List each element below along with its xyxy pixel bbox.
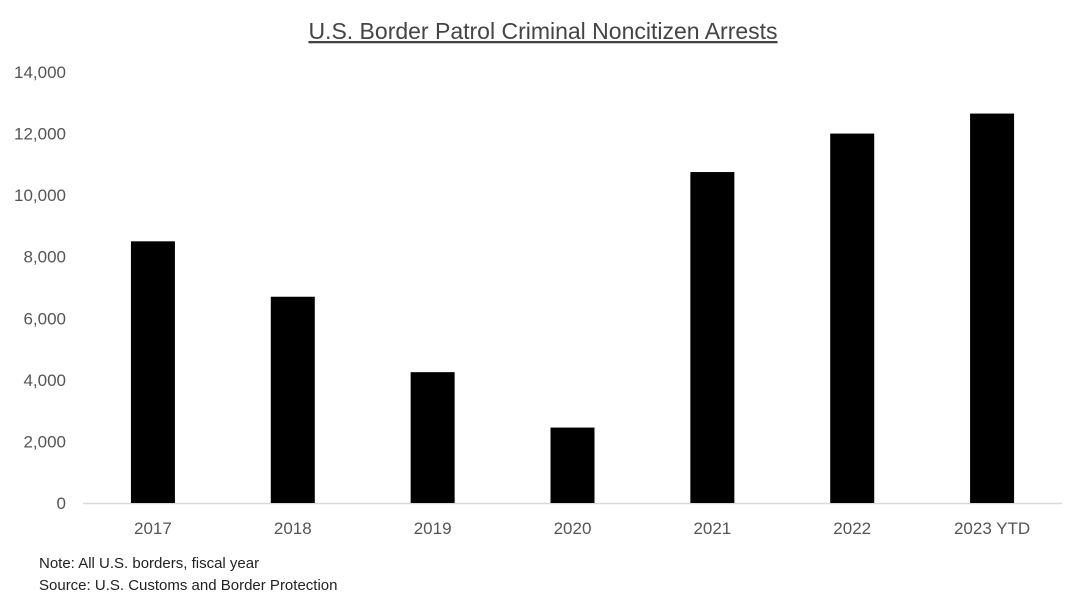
bar [550,427,595,503]
y-tick-label: 8,000 [23,248,66,267]
x-tick-label: 2023 YTD [954,519,1030,538]
y-tick-label: 4,000 [23,371,66,390]
x-tick-label: 2020 [554,519,592,538]
bars [130,113,1015,504]
x-tick-label: 2019 [414,519,452,538]
bar [690,172,735,503]
y-tick-label: 10,000 [14,186,66,205]
bar [130,241,175,504]
chart-title: U.S. Border Patrol Criminal Noncitizen A… [308,18,777,44]
x-tick-label: 2018 [274,519,312,538]
x-axis-ticks: 2017 2018 2019 2020 2021 2022 2023 YTD [134,519,1030,538]
x-tick-label: 2022 [833,519,871,538]
bar [970,113,1015,503]
y-tick-label: 2,000 [23,432,66,451]
x-tick-label: 2017 [134,519,172,538]
y-tick-label: 14,000 [14,63,66,82]
bar [410,372,455,503]
x-tick-label: 2021 [693,519,731,538]
bar [270,296,315,503]
y-tick-label: 6,000 [23,309,66,328]
y-tick-label: 12,000 [14,125,66,144]
y-axis-ticks: 0 2,000 4,000 6,000 8,000 10,000 12,000 14,000 [14,63,66,513]
chart-note: Note: All U.S. borders, fiscal year [39,555,260,572]
bar [830,133,875,504]
y-tick-label: 0 [57,494,66,513]
chart-source: Source: U.S. Customs and Border Protecti… [39,577,338,594]
